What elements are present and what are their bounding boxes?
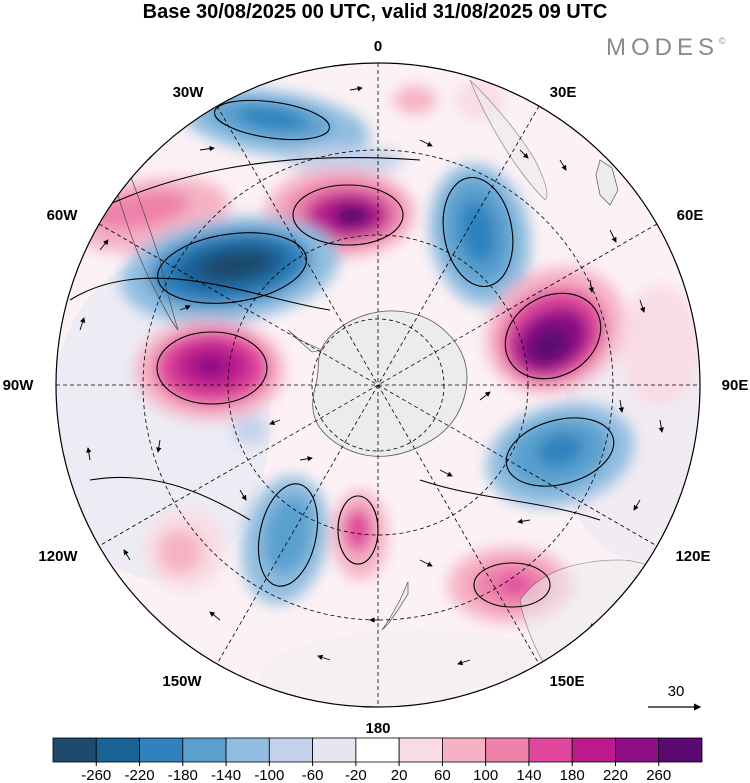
australia xyxy=(519,559,700,691)
colorbar-tick-label: 140 xyxy=(516,767,541,783)
lon-label-180: 180 xyxy=(365,720,390,737)
anomaly-field xyxy=(70,80,700,623)
colorbar-tick-label: 220 xyxy=(603,767,628,783)
lon-label-90e: 90E xyxy=(722,377,749,394)
lon-label-30e: 30E xyxy=(550,84,577,101)
map-boundary xyxy=(55,62,701,708)
colorbar-tick-label: 20 xyxy=(391,767,408,783)
colorbar-tick-label: -60 xyxy=(302,767,324,783)
map-title: Base 30/08/2025 00 UTC, valid 31/08/2025… xyxy=(142,1,608,23)
colorbar-swatch xyxy=(571,737,616,763)
colorbar-tick-label: 180 xyxy=(560,767,585,783)
colorbar-tick-label: 260 xyxy=(646,767,671,783)
colorbar-swatch xyxy=(268,737,314,763)
colorbar-tick-label: -220 xyxy=(125,767,155,783)
map-disk xyxy=(56,63,700,707)
colorbar-swatch xyxy=(398,737,443,763)
colorbar-tick-label: 60 xyxy=(434,767,451,783)
colorbar-swatch xyxy=(95,737,140,763)
lon-label-60w: 60W xyxy=(47,207,79,224)
reference-vector-label: 30 xyxy=(668,683,685,700)
new-zealand xyxy=(381,581,409,631)
colorbar-swatch xyxy=(615,737,660,763)
copyright-mark: © xyxy=(719,36,726,46)
lon-label-120e: 120E xyxy=(675,548,710,565)
antarctic-peninsula xyxy=(287,329,323,353)
colorbar-tick-label: -260 xyxy=(81,767,111,783)
colorbar-tick-label: -180 xyxy=(168,767,198,783)
colorbar-swatch xyxy=(182,737,227,763)
lon-label-60e: 60E xyxy=(677,207,704,224)
colorbar-swatch xyxy=(528,737,573,763)
lon-label-90w: 90W xyxy=(3,377,35,394)
colorbar-swatch xyxy=(139,737,184,763)
africa xyxy=(469,79,548,201)
colorbar-swatch xyxy=(355,737,400,763)
colorbar: -260 -220 -180 -140 -100 -60 -20 20 60 100 140 180 2… xyxy=(52,737,703,783)
colorbar-swatch xyxy=(312,737,357,763)
brand-logo: MODES© xyxy=(606,34,726,62)
lon-label-120w: 120W xyxy=(38,548,78,565)
graticule xyxy=(56,63,700,707)
lon-label-30w: 30W xyxy=(173,84,205,101)
antarctica xyxy=(312,310,468,457)
colorbar-tick-label: -100 xyxy=(254,767,284,783)
colorbar-tick-label: -20 xyxy=(345,767,367,783)
lon-label-150w: 150W xyxy=(162,673,202,690)
lon-label-150e: 150E xyxy=(549,673,584,690)
lon-label-0: 0 xyxy=(374,38,382,55)
colorbar-tick-label: 100 xyxy=(473,767,498,783)
brand-text: MODES xyxy=(606,34,720,61)
reference-vector: 30 xyxy=(648,683,702,711)
madagascar xyxy=(595,159,619,206)
south-america xyxy=(109,169,179,331)
colorbar-swatch xyxy=(52,737,97,763)
colorbar-swatch xyxy=(658,737,703,763)
colorbar-swatch xyxy=(441,737,487,763)
colorbar-swatch xyxy=(225,737,270,763)
colorbar-tick-label: -140 xyxy=(211,767,241,783)
colorbar-swatch xyxy=(485,737,530,763)
